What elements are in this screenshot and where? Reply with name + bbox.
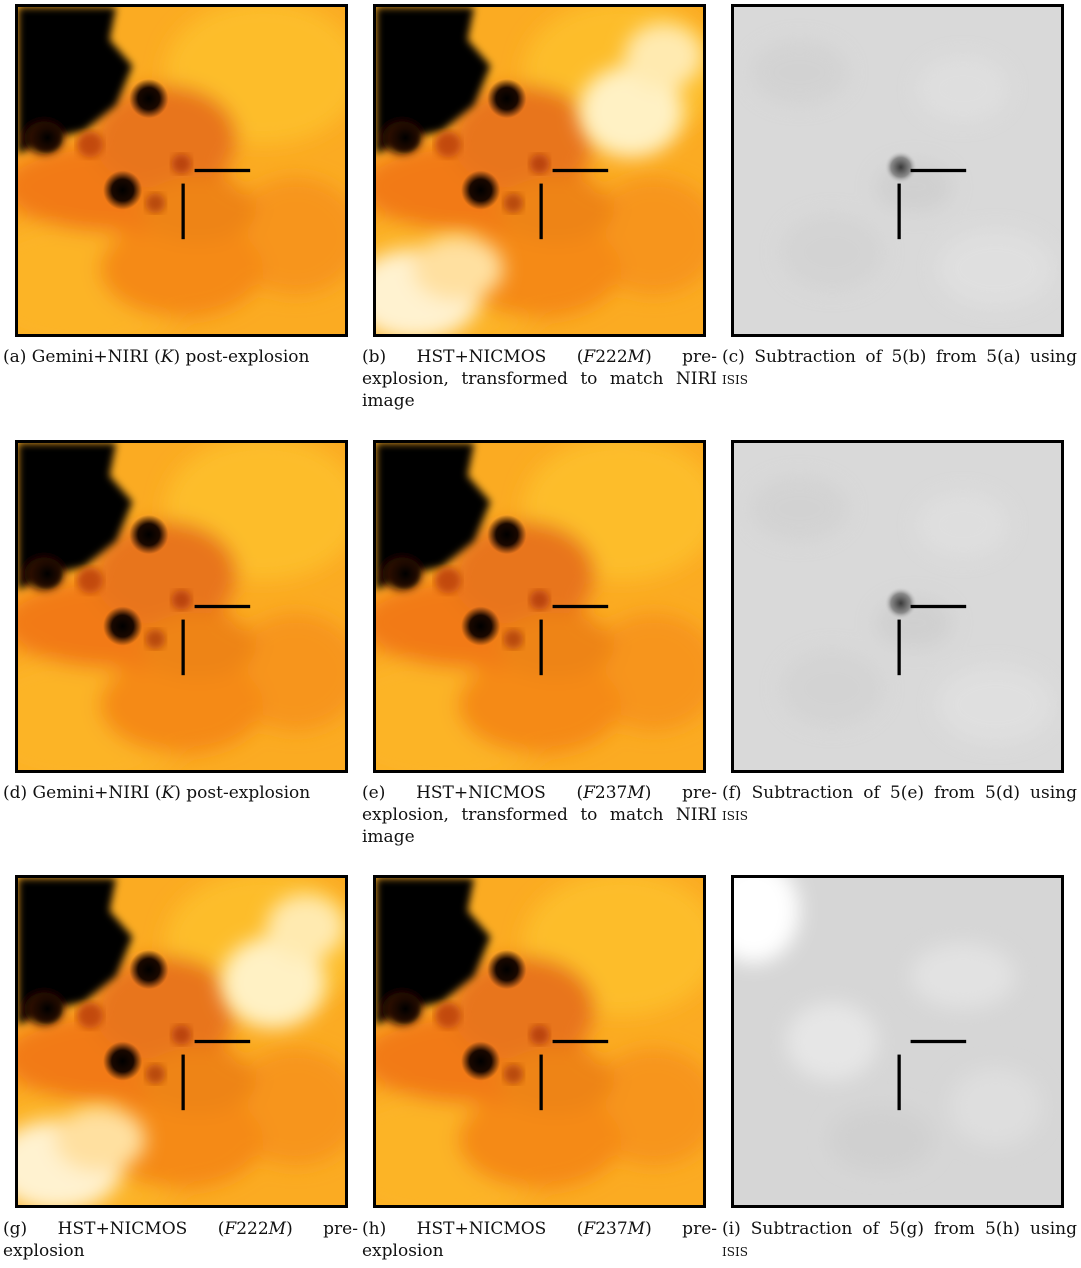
subtraction-image bbox=[734, 7, 1061, 334]
caption-a: (a) Gemini+NIRI (K) post-explosion bbox=[3, 347, 310, 367]
image-panel-h bbox=[373, 875, 706, 1208]
orange-field-image bbox=[376, 443, 703, 770]
caption-c: (c) Subtraction of 5(b) from 5(a) using … bbox=[722, 347, 1077, 389]
orange-field-image bbox=[18, 7, 345, 334]
image-panel-a bbox=[15, 4, 348, 337]
image-panel-g bbox=[15, 875, 348, 1208]
caption-g: (g) HST+NICMOS (F222M) pre-explosion bbox=[3, 1219, 358, 1261]
image-panel-e bbox=[373, 440, 706, 773]
orange-bright-field-image bbox=[376, 7, 703, 334]
image-panel-d bbox=[15, 440, 348, 773]
caption-e: (e) HST+NICMOS (F237M) pre-explosion, tr… bbox=[362, 783, 717, 847]
image-panel-i bbox=[731, 875, 1064, 1208]
caption-d: (d) Gemini+NIRI (K) post-explosion bbox=[3, 783, 311, 803]
image-panel-f bbox=[731, 440, 1064, 773]
orange-bright-field-image bbox=[18, 878, 345, 1205]
subtraction-image bbox=[734, 443, 1061, 770]
image-panel-b bbox=[373, 4, 706, 337]
orange-field-image bbox=[18, 443, 345, 770]
subtraction-noisy-image bbox=[734, 878, 1061, 1205]
caption-i: (i) Subtraction of 5(g) from 5(h) using … bbox=[722, 1219, 1077, 1261]
caption-b: (b) HST+NICMOS (F222M) pre-explosion, tr… bbox=[362, 347, 717, 411]
caption-f: (f) Subtraction of 5(e) from 5(d) using … bbox=[722, 783, 1077, 825]
image-panel-c bbox=[731, 4, 1064, 337]
orange-field-image bbox=[376, 878, 703, 1205]
caption-h: (h) HST+NICMOS (F237M) pre-explosion bbox=[362, 1219, 718, 1261]
